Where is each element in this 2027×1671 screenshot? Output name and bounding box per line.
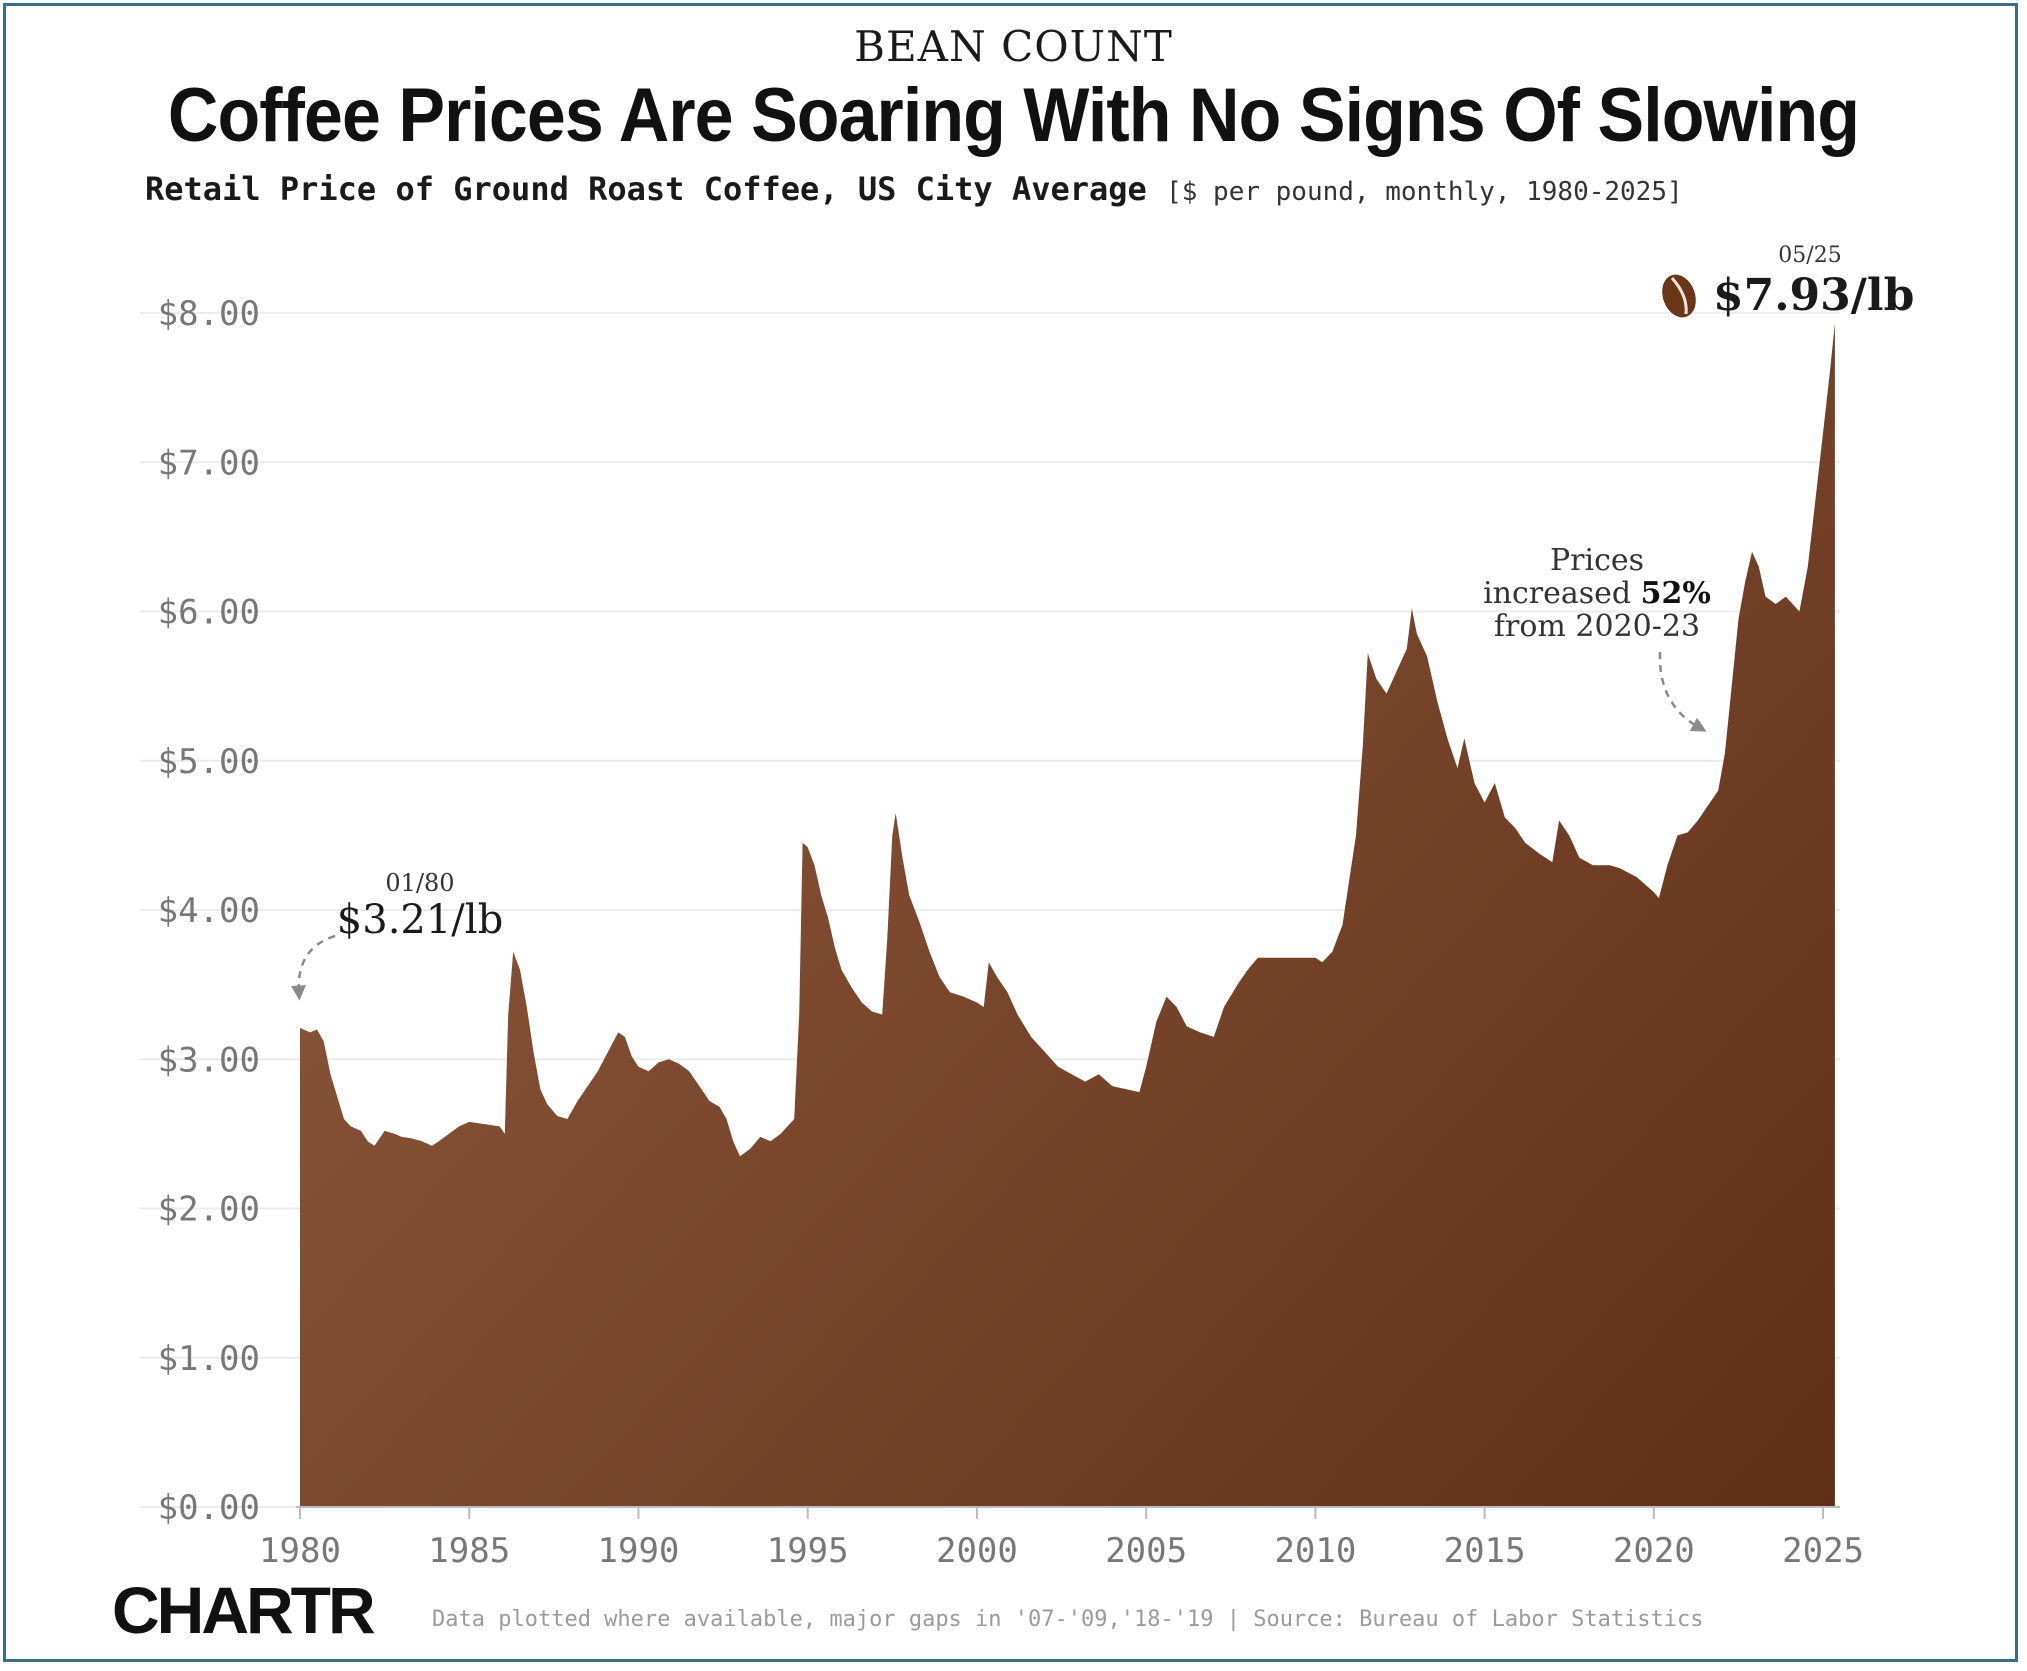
subtitle-text: Retail Price of Ground Roast Coffee, US …: [145, 170, 1147, 208]
y-tick-label: $8.00: [158, 294, 260, 334]
y-tick-label: $7.00: [158, 443, 260, 483]
increase-line-1: Prices: [1550, 543, 1644, 578]
y-tick-label: $6.00: [158, 593, 260, 633]
chart-kicker: BEAN COUNT: [854, 22, 1173, 71]
start-arrow: [291, 934, 336, 1001]
source-footnote: Data plotted where available, major gaps…: [432, 1607, 1704, 1632]
y-tick-label: $4.00: [158, 891, 260, 931]
increase-line-3: from 2020-23: [1494, 609, 1700, 644]
y-tick-label: $5.00: [158, 742, 260, 782]
subtitle-units: [$ per pound, monthly, 1980-2025]: [1166, 177, 1683, 207]
chart-subtitle: Retail Price of Ground Roast Coffee, US …: [145, 170, 1683, 208]
x-tick-label: 2020: [1613, 1531, 1695, 1571]
y-axis: $0.00 $1.00 $2.00 $3.00 $4.00 $5.00 $6.00 $7.00…: [158, 294, 260, 1528]
x-tick-label: 2015: [1444, 1531, 1526, 1571]
x-tick-label: 1995: [767, 1531, 849, 1571]
y-tick-label: $2.00: [158, 1190, 260, 1230]
increase-percent: 52%: [1641, 576, 1711, 611]
x-axis: 1980 1985 1990 1995 2000 2005 2010 2015 2020 2025: [259, 1507, 1864, 1571]
chart-title: Coffee Prices Are Soaring With No Signs …: [167, 73, 1860, 158]
x-tick-label: 2000: [936, 1531, 1018, 1571]
increase-prefix: increased: [1483, 576, 1641, 611]
end-value-label: $7.93/lb: [1713, 270, 1914, 321]
price-area: [300, 323, 1835, 1507]
y-tick-label: $1.00: [158, 1339, 260, 1379]
x-tick-label: 2005: [1105, 1531, 1187, 1571]
increase-arrow: [1658, 651, 1707, 732]
x-tick-label: 2025: [1782, 1531, 1864, 1571]
end-date-label: 05/25: [1778, 243, 1841, 268]
start-date-label: 01/80: [385, 869, 454, 897]
x-tick-label: 2010: [1274, 1531, 1356, 1571]
coffee-bean-icon: [1662, 274, 1696, 318]
increase-line-2: increased 52%: [1483, 576, 1711, 611]
x-tick-label: 1990: [598, 1531, 680, 1571]
x-tick-label: 1980: [259, 1531, 341, 1571]
x-tick-label: 1985: [428, 1531, 510, 1571]
chartr-logo: CHARTR: [112, 1573, 376, 1647]
y-tick-label: $0.00: [158, 1488, 260, 1528]
y-tick-label: $3.00: [158, 1040, 260, 1080]
start-value-label: $3.21/lb: [337, 897, 503, 943]
